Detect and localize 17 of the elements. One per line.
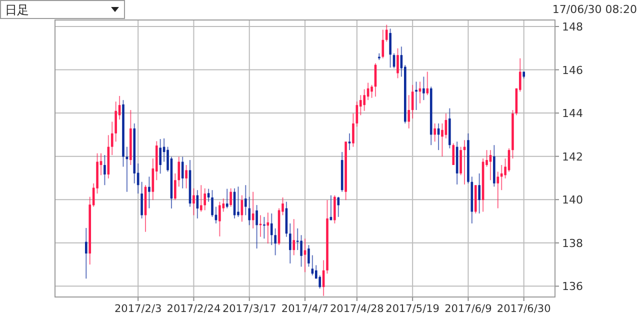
y-tick-label: 148: [562, 20, 583, 34]
x-tick-label: 2017/4/28: [330, 303, 384, 315]
y-tick-label: 142: [562, 150, 583, 164]
y-tick-label: 140: [562, 194, 583, 207]
text: 日足: [5, 3, 29, 17]
x-tick-label: 2017/2/24: [166, 303, 221, 315]
x-tick-label: 2017/5/19: [386, 303, 440, 315]
x-tick-label: 2017/4/7: [281, 303, 329, 315]
x-tick-label: 2017/3/17: [222, 303, 276, 315]
x-tick-label: 2017/2/3: [114, 303, 162, 315]
y-tick-label: 136: [562, 280, 583, 294]
x-tick-label: 2017/6/9: [444, 303, 492, 315]
y-tick-label: 144: [562, 107, 583, 120]
y-tick-label: 138: [562, 236, 583, 250]
text: 17/06/30 08:20: [552, 3, 637, 16]
y-tick-label: 146: [562, 64, 583, 77]
x-tick-label: 2017/6/30: [496, 303, 551, 315]
